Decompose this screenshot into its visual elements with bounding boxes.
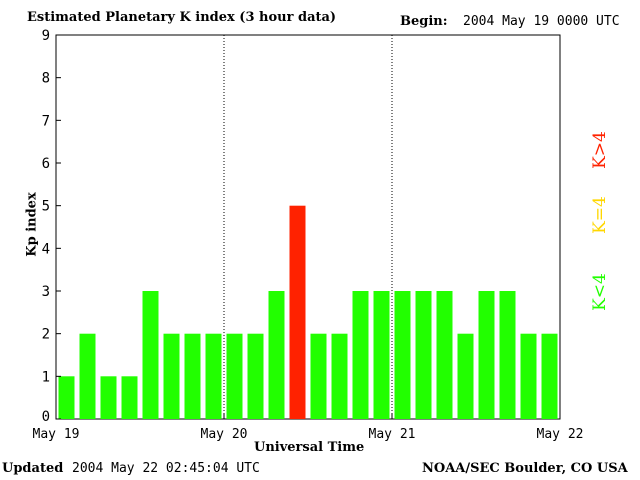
day-separators xyxy=(223,35,393,419)
bar-17 xyxy=(415,291,432,419)
plot-frame xyxy=(55,34,561,420)
bar-18 xyxy=(436,291,453,419)
bar-21 xyxy=(499,291,516,419)
updated-value: 2004 May 22 02:45:04 UTC xyxy=(72,461,260,476)
x-axis-label: Universal Time xyxy=(254,440,365,455)
x-tick-label-1: May 20 xyxy=(201,427,248,442)
bar-19 xyxy=(457,333,474,419)
chart-title: Estimated Planetary K index (3 hour data… xyxy=(27,10,337,25)
bar-16 xyxy=(394,291,411,419)
bar-4 xyxy=(142,291,159,419)
x-tick-label-0: May 19 xyxy=(33,427,80,442)
legend-high: K>4 xyxy=(590,131,610,169)
x-axis-ticks: May 19 May 20 May 21 May 22 xyxy=(33,414,584,442)
bar-1 xyxy=(79,333,96,419)
begin-label: Begin: xyxy=(400,14,448,29)
bar-10 xyxy=(268,291,285,419)
bar-20 xyxy=(478,291,495,419)
y-tick-label-1: 1 xyxy=(42,369,50,385)
bars xyxy=(58,205,558,419)
bar-0 xyxy=(58,376,75,419)
legend-equal: K=4 xyxy=(590,196,610,234)
bar-2 xyxy=(100,376,117,419)
y-axis-ticks: 0 1 2 3 4 5 6 7 8 9 xyxy=(42,28,61,425)
source-credit: NOAA/SEC Boulder, CO USA xyxy=(422,461,628,476)
bar-22 xyxy=(520,333,537,419)
bar-5 xyxy=(163,333,180,419)
y-tick-label-4: 4 xyxy=(42,241,50,257)
y-tick-label-9: 9 xyxy=(42,28,50,44)
y-axis-label: Kp index xyxy=(24,192,40,257)
bar-3 xyxy=(121,376,138,419)
bar-7 xyxy=(205,333,222,419)
y-tick-label-6: 6 xyxy=(42,156,50,172)
bar-11 xyxy=(289,205,306,419)
bar-15 xyxy=(373,291,390,419)
x-tick-label-2: May 21 xyxy=(369,427,416,442)
legend-low: K<4 xyxy=(590,273,610,311)
bar-13 xyxy=(331,333,348,419)
bar-14 xyxy=(352,291,369,419)
y-tick-label-5: 5 xyxy=(42,199,50,215)
y-tick-label-0: 0 xyxy=(42,409,50,425)
bar-9 xyxy=(247,333,264,419)
bar-6 xyxy=(184,333,201,419)
y-tick-label-3: 3 xyxy=(42,284,50,300)
bar-12 xyxy=(310,333,327,419)
bar-8 xyxy=(226,333,243,419)
bar-23 xyxy=(541,333,558,419)
y-tick-label-7: 7 xyxy=(42,113,50,129)
begin-value: 2004 May 19 0000 UTC xyxy=(463,14,620,29)
x-tick-label-3: May 22 xyxy=(537,427,584,442)
y-tick-label-8: 8 xyxy=(42,71,50,87)
updated-label: Updated xyxy=(2,461,64,476)
y-tick-label-2: 2 xyxy=(42,327,50,343)
